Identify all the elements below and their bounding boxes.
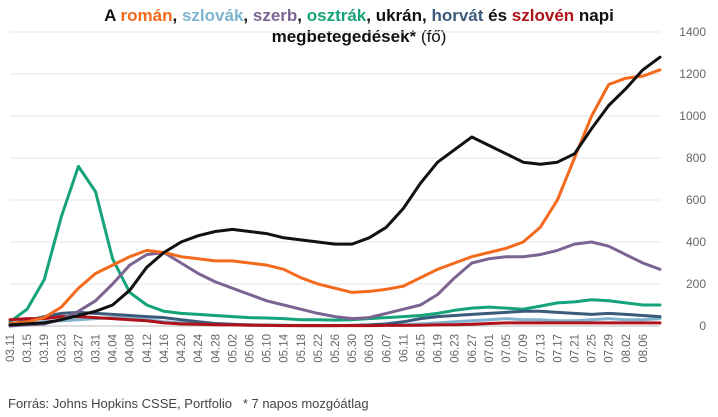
x-tick-label: 05.06 [245,334,257,363]
y-tick-label: 1000 [679,109,706,123]
x-tick-label: 07.01 [484,334,496,363]
x-tick-label: 04.20 [176,334,188,363]
x-tick-label: 03.23 [56,334,68,363]
x-tick-label: 04.08 [125,334,137,363]
x-tick-label: 05.22 [313,334,325,363]
x-tick-label: 07.13 [535,334,547,363]
title-country-0: román [120,6,173,25]
series-line-szerb [8,240,662,328]
series-lines [8,55,662,328]
title-country-4: ukrán [375,6,423,25]
x-tick-label: 05.18 [296,334,308,363]
y-tick-label: 800 [686,151,706,165]
series-line-román [8,68,662,326]
title-country-5: horvát [431,6,484,25]
series-line-ukrán [8,55,662,327]
x-tick-label: 03.11 [5,334,17,362]
x-tick-label: 04.16 [159,334,171,363]
title-country-list: román, szlovák, szerb, osztrák, ukrán, h… [121,6,614,25]
x-tick-label: 05.14 [279,333,291,362]
title-country-2: szerb [252,6,298,25]
gridlines [10,31,660,327]
title-country-1: szlovák [181,6,244,25]
x-tick-label: 03.27 [73,334,85,363]
x-tick-label: 04.12 [142,334,154,363]
title-separator: , [172,6,182,25]
x-tick-label: 04.04 [108,333,120,362]
x-axis-ticks: 03.11 03.15 03.19 03.23 03.27 03.31 04.04 04.08… [5,333,650,362]
y-tick-label: 600 [686,193,706,207]
x-tick-label: 07.17 [552,334,564,363]
title-separator: és [483,6,512,25]
title-separator: , [422,6,432,25]
x-tick-label: 06.23 [450,334,462,363]
x-tick-label: 08.06 [638,334,650,363]
x-tick-label: 07.05 [501,334,513,363]
x-tick-label: 05.30 [347,334,359,363]
x-tick-label: 06.27 [467,334,479,363]
title-separator: , [366,6,376,25]
title-separator: , [297,6,307,25]
x-tick-label: 04.28 [210,334,222,363]
x-tick-label: 06.07 [381,334,393,363]
title-separator: napi [574,6,614,25]
series-line-szlovén [8,315,662,328]
series-line-osztrák [8,164,662,324]
title-separator: , [243,6,253,25]
title-country-3: osztrák [306,6,367,25]
x-tick-label: 05.10 [262,334,274,363]
x-tick-label: 05.02 [227,334,239,363]
y-tick-label: 1400 [679,25,706,39]
x-tick-label: 05.26 [330,334,342,363]
y-axis-ticks: 0 200 400 600 800 1000 1200 1400 [679,25,706,333]
x-tick-label: 04.24 [193,333,205,362]
x-tick-label: 07.25 [587,334,599,363]
y-tick-label: 1200 [679,67,706,81]
title-prefix: A [104,6,121,25]
title-country-6: szlovén [511,6,575,25]
x-tick-label: 06.19 [433,334,445,363]
x-tick-label: 03.15 [22,334,34,363]
y-tick-label: 400 [686,235,706,249]
y-tick-label: 200 [686,277,706,291]
source-note: Forrás: Johns Hopkins CSSE, Portfolio * … [8,396,369,411]
x-tick-label: 06.15 [416,334,428,363]
x-tick-label: 07.21 [570,334,582,363]
x-tick-label: 06.03 [364,334,376,363]
x-tick-label: 07.09 [518,334,530,363]
x-tick-label: 03.19 [39,334,51,363]
x-tick-label: 07.29 [604,334,616,363]
x-tick-label: 03.31 [91,334,103,363]
x-tick-label: 08.02 [621,334,633,363]
y-tick-label: 0 [699,319,706,333]
x-tick-label: 06.11 [398,334,410,362]
